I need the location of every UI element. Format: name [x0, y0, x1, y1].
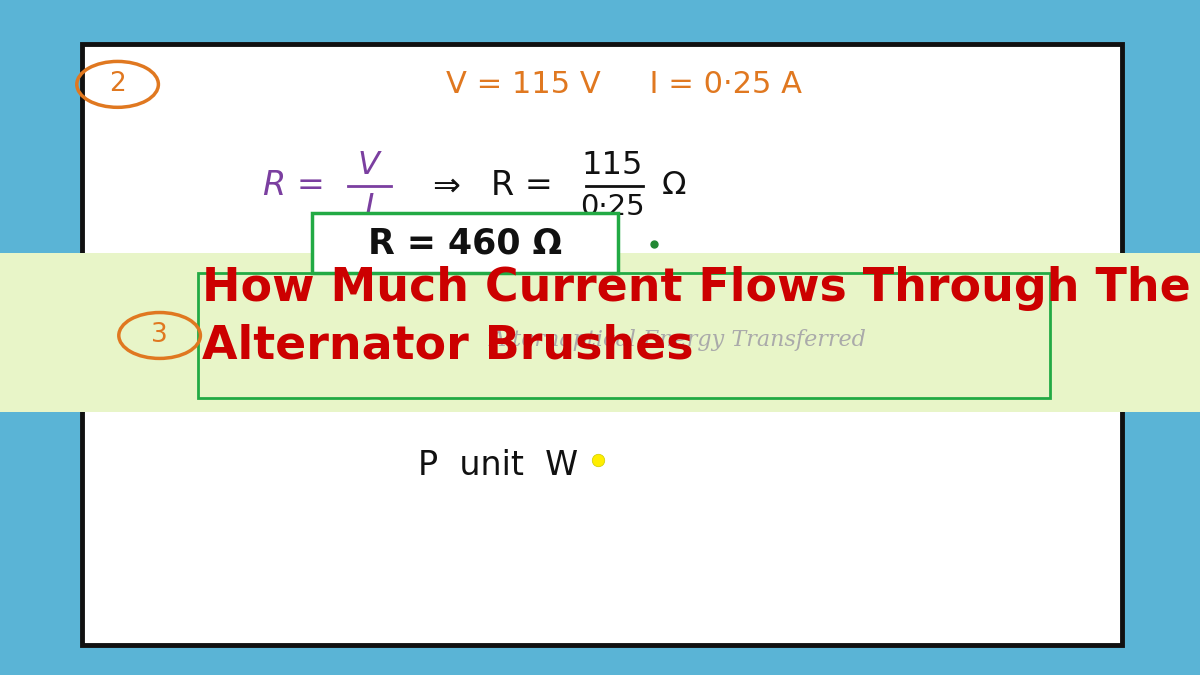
Bar: [82, 44, 1122, 645]
Text: P  unit  W: P unit W: [418, 450, 578, 482]
Bar: [312, 213, 618, 273]
Text: ⇒: ⇒: [432, 169, 461, 202]
Text: R =: R =: [491, 169, 553, 202]
Text: V = 115 V     I = 0·25 A: V = 115 V I = 0·25 A: [446, 70, 802, 99]
Text: Alternaptical Energy Transferred: Alternaptical Energy Transferred: [490, 329, 866, 350]
Text: 115: 115: [581, 150, 643, 181]
Bar: [198, 273, 1050, 398]
Text: R = 460 Ω: R = 460 Ω: [368, 226, 562, 260]
Text: Alternator Brushes: Alternator Brushes: [202, 323, 694, 368]
Text: 2: 2: [109, 72, 126, 97]
Text: How Much Current Flows Through The: How Much Current Flows Through The: [202, 267, 1190, 311]
Text: V: V: [358, 150, 379, 181]
Text: I: I: [364, 192, 373, 223]
Bar: [0, 253, 1200, 412]
Text: Ω: Ω: [662, 170, 686, 201]
Text: 0·25: 0·25: [580, 193, 644, 221]
Text: R =: R =: [263, 169, 325, 202]
Text: 3: 3: [151, 323, 168, 348]
